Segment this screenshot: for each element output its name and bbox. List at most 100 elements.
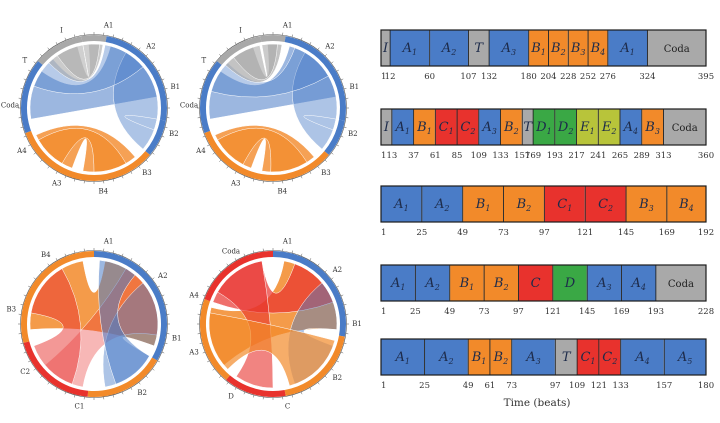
timeline-5: A1 A2 B1 B2 A3 T C1 C2 A4 A51 25 49 61 73 97 109 121 133 1… (380, 338, 714, 391)
chord-ribbon (233, 43, 278, 81)
chord-tick (226, 382, 229, 385)
timeline-frame (380, 338, 707, 376)
timeline-3: A1 A2 B1 B2 C1 C2 B3 B41 25 49 73 97 121 145 169 192 (380, 185, 714, 238)
chord-tick (202, 351, 206, 354)
chord-tick (20, 342, 24, 344)
timeline-frame (380, 264, 707, 302)
chord-tick (226, 166, 229, 169)
segment-b3 (625, 185, 668, 223)
tick-label: 73 (498, 228, 509, 238)
chord-tick (138, 263, 141, 266)
chord-tick (121, 253, 124, 257)
chord-label: B1 (352, 320, 362, 328)
chord-tick (121, 37, 124, 41)
segment-subscript: 3 (511, 48, 516, 57)
chord-tick (20, 88, 24, 90)
chord-tick (219, 270, 222, 273)
chord-tick (64, 391, 67, 395)
tick-label: 1 (381, 151, 386, 161)
segment-subscript: 4 (599, 48, 605, 57)
chord-tick (47, 263, 50, 266)
chord-diagrams: A1 A2 B1 B2 B3 B4 A3 A4 Coda T I A1 A2 B1 B2 B3 B4 A3 A4 Co… (1, 21, 362, 410)
segment-label: Coda (668, 279, 694, 290)
chord-tick (130, 258, 133, 261)
chord-tick (300, 253, 303, 257)
segment-subscript: 2 (560, 48, 566, 57)
chord-label: A4 (16, 147, 27, 155)
segment-subscript: 1 (427, 127, 432, 136)
chord-tick (234, 387, 237, 390)
chord-tick (47, 166, 50, 169)
chord-tick (234, 171, 237, 174)
chord-tick (23, 78, 27, 81)
chord-tick (212, 152, 215, 155)
chord-tick (138, 166, 141, 169)
tick-label: 1 (381, 381, 386, 391)
chord-label: C (285, 403, 290, 411)
segment-label: C (531, 276, 541, 291)
chord-label: B1 (350, 83, 360, 91)
chord-tick (23, 135, 27, 138)
chord-tick (161, 78, 165, 81)
chord-ring-arc (324, 119, 345, 155)
chord-tick (300, 391, 303, 395)
segment-subscript: 4 (688, 204, 694, 213)
segment-a4 (620, 338, 665, 376)
chord-tick (212, 61, 215, 64)
chord-tick (164, 88, 168, 90)
chord-tick (343, 126, 347, 128)
segment-subscript: 1 (485, 204, 490, 213)
segment-subscript: 2 (607, 204, 613, 213)
chord-tick (291, 394, 293, 398)
chord-tick (152, 152, 155, 155)
tick-label: 25 (419, 381, 430, 391)
chord-ribbon (217, 260, 274, 389)
tick-label: 324 (639, 72, 655, 82)
chord-ring-arc (81, 35, 107, 43)
chord-ring-arc (145, 119, 166, 155)
tick-label: 49 (444, 307, 455, 317)
segment-subscript: 4 (640, 283, 646, 292)
tick-label: 228 (698, 307, 714, 317)
chord-ring-arc (284, 335, 345, 396)
chord-ribbon (217, 127, 308, 173)
chord-tick (340, 294, 344, 297)
segment-subscript: 1 (405, 357, 410, 366)
segment-subscript: 3 (649, 204, 654, 213)
tick-label: 395 (698, 72, 714, 82)
tick-label: 49 (457, 228, 468, 238)
chord-tick (324, 270, 327, 273)
chord-tick (55, 258, 58, 261)
tick-label: 157 (656, 381, 672, 391)
chord-tick (343, 304, 347, 306)
segment-subscript: 1 (567, 204, 572, 213)
chord-ribbon (113, 52, 159, 150)
chord-tick (336, 144, 339, 147)
chord-tick (253, 394, 255, 398)
segment-b4 (666, 185, 707, 223)
tick-label: 49 (463, 381, 474, 391)
segment-subscript: 2 (450, 48, 456, 57)
chord-tick (23, 294, 27, 297)
chord-tick (309, 42, 312, 45)
segment-subscript: 1 (449, 127, 454, 136)
chord-label: T (22, 56, 27, 64)
segment-a2 (429, 29, 469, 67)
tick-label: 289 (634, 151, 650, 161)
chord-tick (64, 253, 67, 257)
tick-label: 25 (416, 228, 427, 238)
timeline-frame (380, 108, 707, 146)
tick-label: 121 (577, 228, 593, 238)
chord-tick (219, 159, 222, 162)
chord-tick (219, 54, 222, 57)
chord-tick (291, 34, 293, 38)
chord-ring-arc (25, 130, 150, 181)
segment-subscript: 2 (567, 127, 573, 136)
chord-tick (28, 69, 31, 72)
chord-label: B1 (172, 335, 182, 343)
chord-tick (55, 171, 58, 174)
tick-label: 145 (618, 228, 634, 238)
chord-tick (207, 285, 210, 288)
chord-label: B3 (142, 169, 152, 177)
